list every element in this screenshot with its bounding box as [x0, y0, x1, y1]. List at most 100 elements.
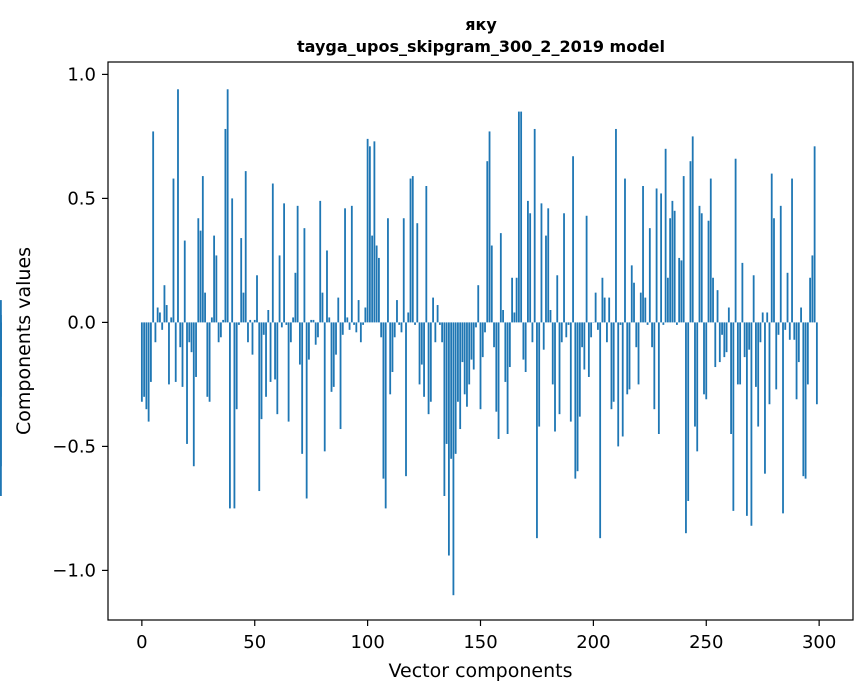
bar-77: [314, 322, 317, 345]
bar-130: [434, 322, 437, 343]
bar-40: [231, 198, 234, 323]
bar-213: [621, 322, 624, 437]
bar-161: [504, 322, 507, 382]
bar-178: [542, 322, 545, 350]
bar-287: [788, 322, 791, 340]
bar-149: [477, 285, 480, 323]
bar-105: [378, 257, 380, 323]
x-tick-label: 100: [350, 632, 384, 653]
bar-33: [215, 255, 218, 323]
bar-undefined: [0, 300, 2, 323]
bar-24: [195, 322, 197, 377]
bar-193: [576, 322, 579, 472]
bar-120: [411, 176, 414, 323]
bar-234: [669, 218, 672, 323]
bar-35: [219, 322, 222, 338]
bar-183: [554, 322, 556, 432]
bar-154: [488, 131, 491, 323]
bar-99: [364, 307, 367, 323]
bar-184: [556, 275, 559, 323]
y-tick-label: −1.0: [52, 560, 96, 581]
bar-54: [262, 322, 265, 335]
bar-158: [497, 322, 500, 439]
bar-254: [714, 322, 717, 368]
bar-273: [757, 322, 760, 427]
bar-129: [432, 297, 434, 323]
bar-175: [536, 322, 538, 539]
bar-220: [637, 322, 640, 385]
bar-151: [481, 322, 484, 358]
bar-211: [617, 322, 620, 447]
bar-145: [468, 322, 471, 385]
bar-204: [601, 277, 604, 323]
bar-20: [186, 322, 188, 444]
bar-95: [355, 322, 358, 333]
bar-106: [380, 322, 383, 338]
bar-222: [642, 186, 644, 323]
bar-203: [599, 322, 602, 539]
bar-13: [170, 317, 173, 323]
bar-293: [802, 322, 805, 477]
bars-group: [0, 89, 818, 596]
bar-170: [524, 322, 527, 372]
bar-179: [545, 235, 547, 323]
x-tick-label: 50: [243, 632, 266, 653]
bar-89: [341, 322, 344, 335]
bar-1: [143, 322, 146, 397]
bar-116: [402, 218, 405, 323]
bar-284: [782, 322, 784, 514]
bar-224: [646, 322, 649, 325]
bar-189: [567, 322, 570, 325]
bar-36: [222, 319, 225, 323]
bar-90: [344, 208, 346, 323]
bar-281: [775, 322, 778, 390]
y-tick-label: 1.0: [67, 64, 96, 85]
bar-52: [258, 322, 261, 492]
bar-82: [326, 250, 328, 323]
bar-168: [520, 111, 523, 323]
bar-undefined: [0, 322, 2, 467]
bar-108: [384, 322, 387, 509]
bar-28: [204, 292, 206, 323]
bar-271: [752, 275, 755, 323]
bar-47: [247, 322, 249, 343]
bar-118: [407, 312, 410, 323]
bar-9: [161, 322, 164, 330]
bar-2: [145, 322, 148, 410]
bar-142: [461, 322, 464, 363]
bar-51: [256, 275, 258, 323]
bar-159: [499, 233, 502, 323]
bar-214: [624, 178, 626, 323]
bar-205: [603, 297, 606, 323]
x-tick-label: 0: [136, 632, 147, 653]
bar-276: [764, 322, 766, 474]
y-axis: −1.0 −0.5 0.0 0.5 1.0: [52, 64, 108, 581]
bar-101: [368, 146, 371, 323]
bar-23: [192, 322, 195, 467]
bar-167: [517, 111, 520, 323]
x-axis-label: Vector components: [389, 660, 573, 682]
bar-58: [271, 183, 274, 323]
bar-19: [183, 240, 186, 323]
bar-0: [140, 322, 143, 402]
y-axis-label: Components values: [13, 247, 35, 435]
bar-80: [321, 292, 324, 323]
bar-112: [393, 322, 396, 338]
bar-227: [653, 322, 656, 410]
bar-96: [357, 300, 360, 323]
bar-94: [353, 322, 355, 325]
bar-26: [199, 230, 202, 323]
bar-186: [560, 322, 563, 343]
bar-134: [443, 322, 446, 496]
bar-135: [445, 322, 448, 444]
bar-199: [590, 322, 593, 338]
bar-289: [793, 322, 796, 340]
bar-27: [201, 176, 204, 323]
bar-290: [795, 322, 798, 400]
bar-119: [409, 178, 412, 323]
bar-197: [585, 215, 588, 323]
bar-34: [217, 322, 220, 343]
bar-267: [743, 322, 746, 358]
bar-228: [655, 188, 658, 323]
bar-146: [470, 322, 473, 360]
